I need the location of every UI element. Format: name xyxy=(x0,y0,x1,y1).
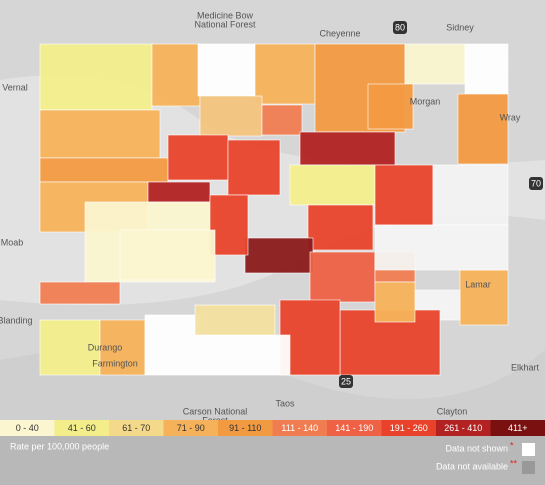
legend-label: 111 - 140 xyxy=(281,423,318,433)
county xyxy=(151,43,201,107)
county xyxy=(194,304,276,336)
place-label: Sidney xyxy=(446,22,474,32)
county xyxy=(464,63,509,95)
highway-number: 25 xyxy=(341,376,351,386)
county xyxy=(404,43,466,85)
legend-label: 71 - 90 xyxy=(177,423,205,433)
legend-caption: Rate per 100,000 people xyxy=(10,441,109,451)
legend-swatch xyxy=(218,420,273,436)
legend-label: 61 - 70 xyxy=(122,423,150,433)
place-label: Cheyenne xyxy=(319,28,360,38)
legend-swatch xyxy=(436,420,491,436)
legend-label: 411+ xyxy=(508,423,528,433)
legend-marker: ** xyxy=(510,458,518,468)
county xyxy=(309,251,376,303)
county xyxy=(432,164,509,226)
legend-swatch xyxy=(327,420,382,436)
highway-shield xyxy=(529,177,543,190)
county xyxy=(199,334,291,376)
county xyxy=(39,319,101,376)
legend-swatch xyxy=(54,420,109,436)
place-label: Medicine Bow xyxy=(197,10,254,20)
place-label: Morgan xyxy=(410,96,441,106)
county xyxy=(374,281,416,323)
legend-note: Data not shown xyxy=(445,443,508,453)
place-label: Lamar xyxy=(465,279,491,289)
legend-label: 91 - 110 xyxy=(229,423,261,433)
place-label: Farmington xyxy=(92,358,138,368)
county xyxy=(227,139,281,196)
legend-swatch xyxy=(522,461,535,474)
county xyxy=(299,131,396,166)
place-label: Carson National xyxy=(183,406,248,416)
legend-swatch xyxy=(163,420,218,436)
legend-swatch xyxy=(272,420,327,436)
legend-label: 191 - 260 xyxy=(390,423,428,433)
legend-swatch xyxy=(490,420,545,436)
place-label: Elkhart xyxy=(511,362,540,372)
county xyxy=(374,224,509,271)
legend-label: 41 - 60 xyxy=(68,423,96,433)
highway-shield xyxy=(339,375,353,388)
county xyxy=(457,93,509,165)
legend-marker: * xyxy=(510,440,514,450)
county xyxy=(144,314,201,376)
highway-number: 80 xyxy=(395,22,405,32)
legend-swatch xyxy=(381,420,436,436)
place-label: Durango xyxy=(88,342,123,352)
county xyxy=(39,281,121,305)
county xyxy=(244,237,314,274)
county xyxy=(261,104,303,136)
legend-swatch xyxy=(522,443,535,456)
place-label: Clayton xyxy=(437,406,468,416)
legend-swatch xyxy=(0,420,55,436)
place-label: Blanding xyxy=(0,315,33,325)
county xyxy=(99,319,146,376)
legend-panel xyxy=(0,436,545,485)
county xyxy=(167,134,229,181)
place-label: Vernal xyxy=(2,82,28,92)
county xyxy=(307,204,374,251)
legend-note: Data not available xyxy=(436,461,508,471)
highway-number: 70 xyxy=(531,178,541,188)
county xyxy=(374,164,434,226)
county xyxy=(289,164,376,206)
legend-label: 261 - 410 xyxy=(444,423,482,433)
legend-label: 0 - 40 xyxy=(16,423,39,433)
place-label: National Forest xyxy=(194,19,256,29)
county xyxy=(39,43,153,111)
legend-swatch xyxy=(109,420,164,436)
place-label: Wray xyxy=(500,112,521,122)
county xyxy=(209,194,249,256)
county xyxy=(254,43,316,105)
county xyxy=(147,181,211,203)
county xyxy=(39,109,161,159)
county xyxy=(39,157,169,183)
county xyxy=(199,95,263,137)
county xyxy=(197,43,257,97)
county xyxy=(119,229,216,281)
county xyxy=(464,43,509,65)
legend-label: 141 - 190 xyxy=(335,423,373,433)
highway-shield xyxy=(393,21,407,34)
place-label: Taos xyxy=(275,398,295,408)
place-label: Moab xyxy=(1,237,24,247)
county xyxy=(459,269,509,326)
county xyxy=(367,83,414,130)
